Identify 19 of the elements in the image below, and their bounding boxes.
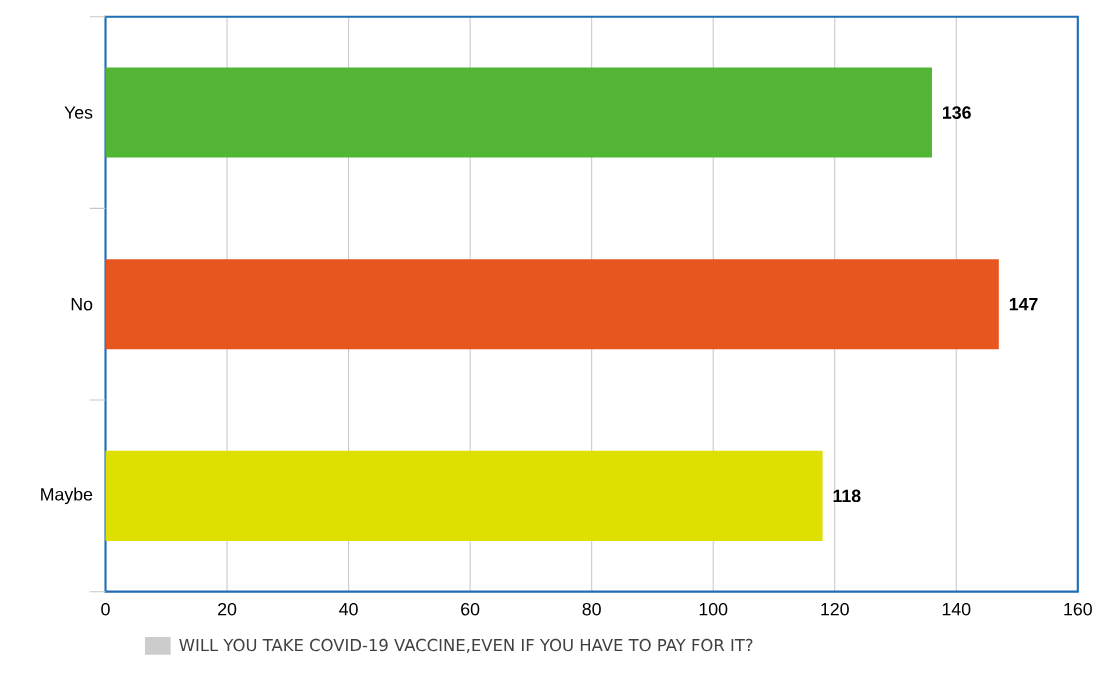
x-tick-label: 40 <box>339 602 358 616</box>
x-tick-label: 0 <box>101 602 110 616</box>
x-tick-label: 120 <box>821 602 849 616</box>
x-tick-label: 20 <box>218 602 237 616</box>
x-tick-label: 140 <box>942 602 971 616</box>
text: WILL YOU TAKE COVID-19 VACCINE,EVEN IF YOU HAVE TO PAY FOR IT? <box>179 638 753 653</box>
data-label: 118 <box>833 489 861 502</box>
data-label: 136 <box>942 106 971 119</box>
x-tick-label: 80 <box>582 602 601 616</box>
bar <box>105 450 823 541</box>
y-tick-label: No <box>71 297 93 311</box>
y-tick-label: Maybe <box>41 487 93 504</box>
bar <box>105 67 932 158</box>
y-tick-label: Yes <box>64 106 93 119</box>
x-tick-label: 160 <box>1064 602 1092 616</box>
data-label: 147 <box>1009 297 1038 311</box>
x-tick-label: 60 <box>461 602 480 616</box>
bar <box>105 259 999 350</box>
x-tick-label: 100 <box>699 602 728 616</box>
